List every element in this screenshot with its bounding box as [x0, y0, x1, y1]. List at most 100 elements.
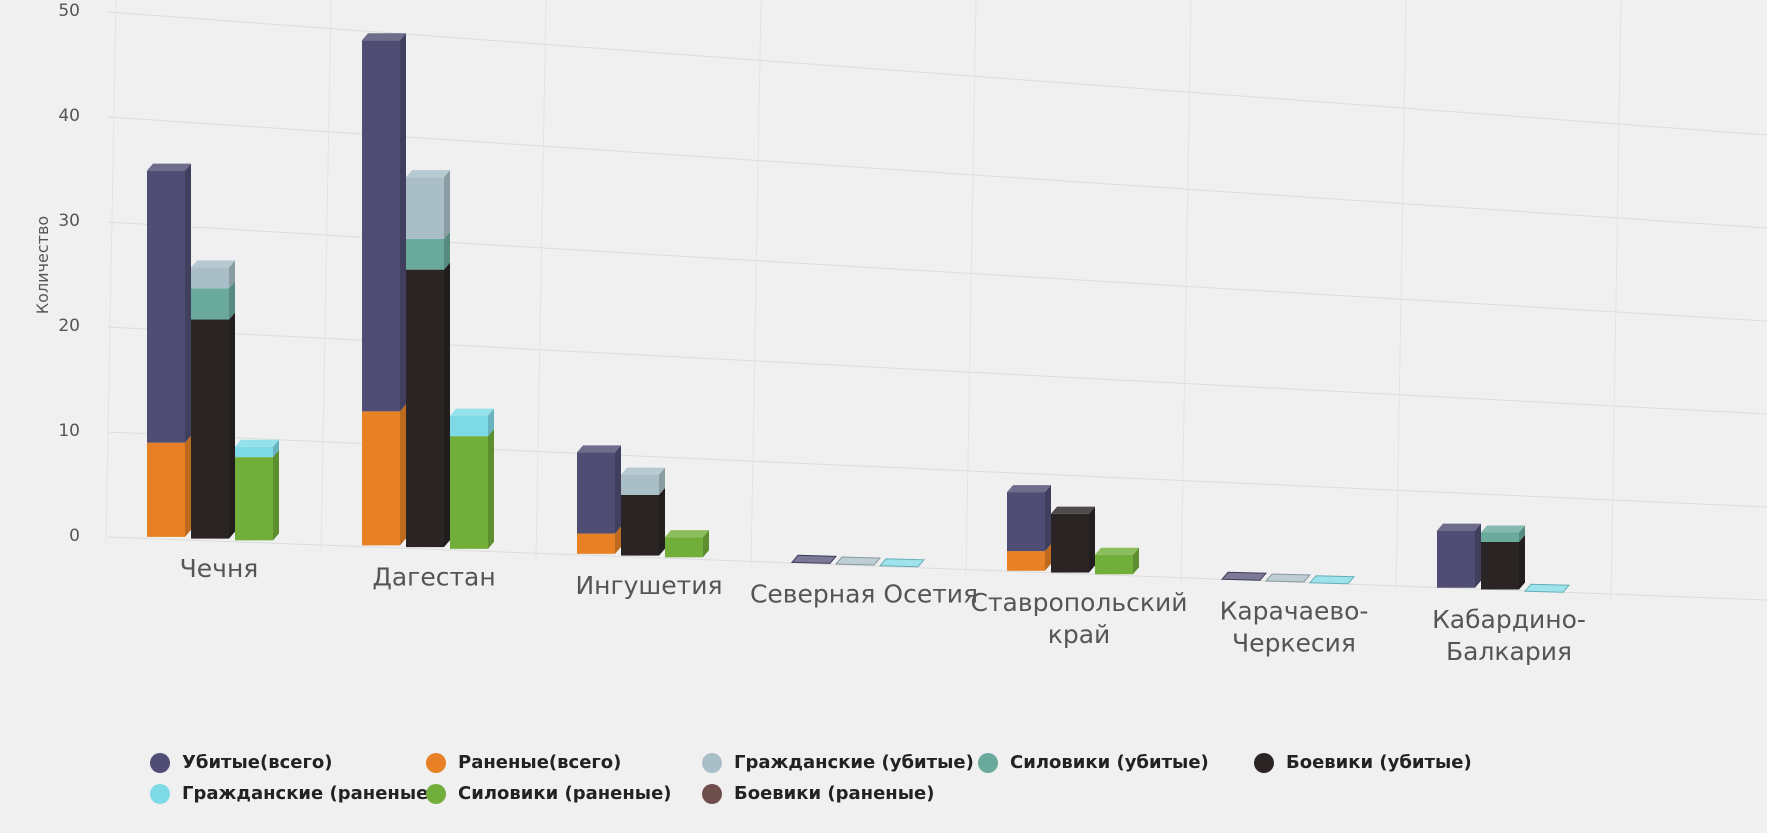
bar-side	[229, 312, 235, 539]
legend-label: Убитые(всего)	[182, 752, 333, 773]
bar-segment	[621, 494, 659, 556]
bar-segment	[406, 238, 444, 270]
gridline-30	[107, 221, 1767, 322]
x-tick-label: Карачаево-Черкесия	[1220, 596, 1369, 657]
gridline-20	[107, 326, 1767, 415]
legend-label: Гражданские (убитые)	[734, 752, 974, 773]
x-tick-label: Кабардино-Балкария	[1432, 605, 1586, 666]
bar-group-total	[1007, 485, 1051, 571]
bar-segment	[1437, 530, 1475, 588]
legend-item[interactable]: Силовики (убитые)	[978, 752, 1209, 773]
category-divider	[1610, 0, 1622, 602]
bar-group-killed	[621, 467, 665, 556]
bar-segment	[450, 436, 488, 549]
bar-side	[659, 467, 665, 495]
legend-item[interactable]: Боевики (убитые)	[1254, 752, 1472, 773]
category-divider	[105, 0, 117, 543]
bar-segment	[362, 411, 400, 546]
legend-marker	[150, 783, 170, 804]
bar-top	[577, 445, 621, 453]
chart: 0 10 20 30 40 50 Чечня Дагестан Ингушетия Северн…	[33, 0, 1767, 666]
legend-item[interactable]: Гражданские (раненые)	[150, 783, 437, 804]
bar-side	[659, 487, 665, 556]
bar-segment	[621, 474, 659, 495]
y-tick-label: 40	[58, 106, 80, 126]
bar-segment	[1051, 513, 1089, 573]
bar-flat	[1264, 573, 1312, 583]
bar-group-wounded	[1523, 583, 1571, 593]
legend-label: Боевики (убитые)	[1286, 752, 1472, 773]
bar-side	[488, 429, 494, 549]
bar-segment	[1095, 554, 1133, 575]
bar-side	[1045, 485, 1051, 552]
bar-flat	[1220, 571, 1268, 581]
legend-marker	[150, 752, 170, 773]
category-divider	[1395, 0, 1407, 594]
bar-side	[229, 281, 235, 320]
bar-group-wounded	[665, 530, 709, 558]
bar-segment	[235, 446, 273, 458]
bar-group-wounded	[450, 408, 494, 549]
legend-marker	[702, 752, 722, 773]
bar-flat	[790, 554, 838, 564]
bar-group-total	[790, 554, 838, 564]
legend-marker	[1254, 752, 1274, 773]
bar-segment	[191, 288, 229, 320]
y-axis: 0 10 20 30 40 50	[58, 1, 80, 546]
legend-item[interactable]: Силовики (раненые)	[426, 783, 672, 804]
x-tick-label: Ставропольский край	[971, 588, 1188, 649]
bar-segment	[665, 537, 703, 558]
category-divider	[535, 0, 547, 560]
bar-side	[444, 231, 450, 270]
legend-marker	[426, 783, 446, 804]
gridline-10	[107, 431, 1767, 508]
bar-flat	[834, 556, 882, 566]
bar-group-total	[362, 33, 406, 546]
bar-side	[273, 439, 279, 458]
bar-segment	[1481, 532, 1519, 543]
bar-group-killed	[1051, 506, 1095, 573]
bar-top	[665, 530, 709, 538]
bar-group-total	[147, 163, 191, 537]
bar-side	[444, 262, 450, 548]
bar-top	[147, 163, 191, 171]
legend-item[interactable]: Боевики (раненые)	[702, 783, 934, 804]
bar-flat	[1523, 583, 1571, 593]
bar-side	[1519, 525, 1525, 543]
bar-top	[621, 467, 665, 475]
bar-side	[185, 163, 191, 443]
bar-side	[273, 450, 279, 541]
bar-flat	[878, 558, 926, 568]
bars	[147, 33, 1571, 593]
bar-segment	[147, 442, 185, 537]
bar-segment	[577, 533, 615, 554]
bar-side	[615, 445, 621, 534]
bar-segment	[1007, 551, 1045, 571]
bar-segment	[1481, 542, 1519, 590]
bar-top	[191, 260, 235, 268]
bar-side	[185, 435, 191, 537]
legend-item[interactable]: Убитые(всего)	[150, 752, 332, 773]
bar-segment	[191, 319, 229, 539]
bar-top	[450, 408, 494, 416]
bar-side	[400, 404, 406, 546]
bar-segment	[235, 457, 273, 541]
legend-label: Силовики (раненые)	[458, 783, 672, 804]
grid	[105, 0, 1767, 602]
x-tick-label: Дагестан	[372, 562, 495, 591]
category-divider	[965, 0, 977, 577]
bar-side	[1089, 506, 1095, 573]
y-axis-title: Количество	[33, 216, 52, 314]
bar-group-wounded	[1095, 547, 1139, 575]
legend-label: Силовики (убитые)	[1010, 752, 1209, 773]
bar-segment	[191, 267, 229, 289]
x-tick-label: Ингушетия	[575, 571, 722, 600]
bar-segment	[1007, 492, 1045, 552]
bar-group-killed	[834, 556, 882, 566]
x-axis-labels: Чечня Дагестан Ингушетия Северная ОсетияСта…	[180, 554, 1586, 666]
legend-item[interactable]: Гражданские (убитые)	[702, 752, 974, 773]
legend-item[interactable]: Раненые(всего)	[426, 752, 621, 773]
bar-top	[1095, 547, 1139, 555]
bar-segment	[450, 415, 488, 437]
y-tick-label: 0	[69, 526, 80, 546]
